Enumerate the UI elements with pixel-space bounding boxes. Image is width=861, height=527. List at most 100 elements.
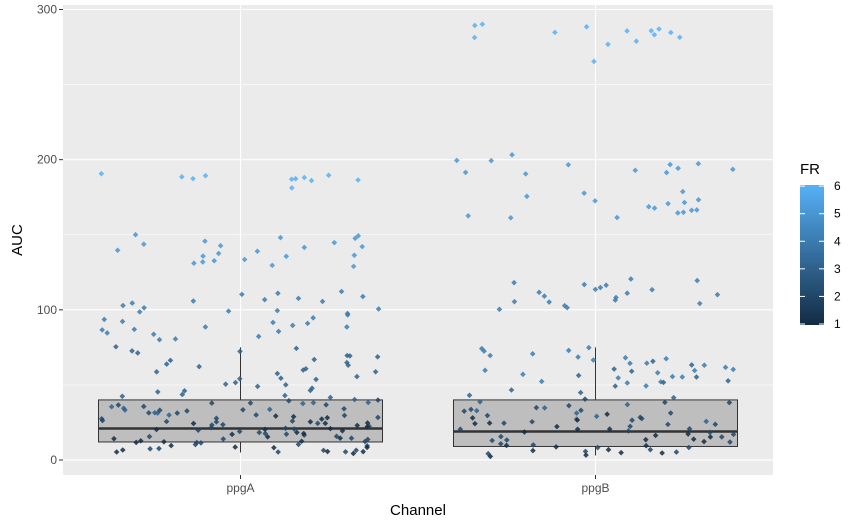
data-point [190, 175, 196, 182]
data-point [310, 315, 316, 321]
data-point [694, 207, 700, 213]
data-point [667, 161, 673, 168]
data-point [241, 256, 248, 263]
data-point [663, 169, 670, 176]
data-point [99, 327, 105, 333]
data-point [652, 432, 659, 439]
data-point [264, 434, 271, 440]
data-point [586, 344, 592, 351]
data-point [262, 426, 268, 433]
data-point [524, 193, 530, 200]
data-point [481, 348, 487, 354]
data-point [239, 291, 245, 298]
data-point [679, 188, 686, 195]
data-point [667, 410, 674, 416]
data-point [342, 449, 349, 455]
data-point [261, 296, 268, 303]
data-point [237, 348, 243, 355]
data-point [727, 439, 733, 445]
data-point [319, 298, 326, 305]
data-point [730, 431, 737, 438]
data-point [645, 203, 652, 210]
data-point [533, 404, 540, 411]
data-point [508, 387, 515, 393]
data-point [615, 375, 622, 381]
data-point [179, 174, 185, 180]
data-point [220, 436, 227, 442]
data-point [554, 423, 560, 430]
data-point [364, 444, 370, 451]
data-point [351, 252, 358, 259]
data-point [222, 381, 229, 387]
data-point [199, 259, 206, 265]
data-point [168, 442, 174, 449]
data-point [236, 428, 243, 435]
data-point [232, 379, 239, 386]
data-point [122, 407, 128, 413]
data-point [364, 436, 371, 443]
data-point [134, 350, 141, 356]
data-point [153, 369, 160, 375]
data-point [606, 426, 613, 432]
legend-tick-label: 2 [834, 289, 841, 303]
data-point [701, 362, 708, 369]
data-point [146, 410, 152, 416]
data-point [256, 429, 263, 436]
data-point [487, 453, 494, 460]
data-point [202, 324, 209, 330]
data-point [614, 214, 620, 221]
data-point [327, 394, 334, 401]
data-point [686, 444, 692, 451]
data-point [624, 401, 631, 408]
data-point [322, 420, 329, 427]
data-point [345, 362, 352, 369]
data-point [453, 157, 460, 164]
data-point [511, 279, 517, 286]
data-point [730, 166, 736, 173]
data-point [372, 368, 379, 375]
grid-lines [63, 5, 773, 475]
data-point [147, 446, 153, 452]
data-point [360, 448, 366, 455]
data-point [627, 360, 633, 367]
data-point [271, 444, 277, 451]
data-point [581, 190, 587, 196]
data-point [675, 210, 681, 216]
data-point [553, 444, 559, 450]
data-point [120, 302, 126, 309]
data-point [289, 418, 296, 424]
data-point [468, 406, 474, 413]
boxplot-ppgB [453, 347, 738, 456]
data-point [331, 239, 338, 246]
data-point [114, 247, 121, 254]
data-point [486, 420, 493, 426]
y-tick-label: 100 [37, 303, 57, 317]
data-point [522, 171, 529, 177]
data-point [592, 198, 598, 204]
data-point [654, 369, 661, 376]
data-point [141, 241, 147, 248]
data-point [477, 399, 483, 405]
data-point [478, 345, 485, 352]
data-point [325, 172, 332, 179]
legend-tick-label: 1 [834, 317, 841, 331]
data-point [290, 413, 297, 420]
data-point [594, 444, 601, 451]
data-point [660, 379, 667, 386]
data-point [714, 291, 721, 298]
data-point [104, 330, 110, 336]
data-point [202, 238, 208, 244]
y-axis-title: AUC [9, 224, 26, 256]
data-point [154, 410, 161, 416]
data-point [272, 413, 279, 419]
data-point [612, 383, 619, 389]
data-point [726, 399, 733, 406]
data-point [552, 29, 558, 36]
data-point [650, 358, 656, 365]
data-point [643, 442, 649, 449]
data-point [327, 425, 334, 432]
data-point [209, 422, 215, 428]
legend-tick-label: 6 [834, 179, 841, 193]
data-point [656, 26, 662, 32]
